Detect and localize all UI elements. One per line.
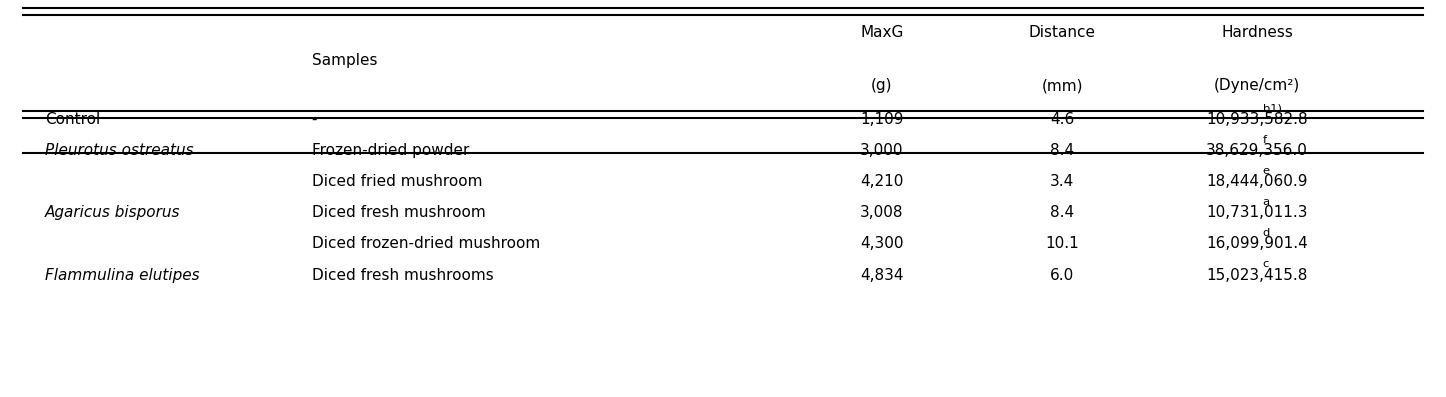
Text: Diced fresh mushroom: Diced fresh mushroom (312, 205, 486, 220)
Text: 1,109: 1,109 (860, 112, 904, 127)
Text: f: f (1262, 135, 1267, 145)
Text: Frozen-dried powder: Frozen-dried powder (312, 143, 469, 158)
Text: 4,834: 4,834 (860, 268, 904, 283)
Text: 16,099,901.4: 16,099,901.4 (1206, 236, 1307, 251)
Text: b1): b1) (1262, 104, 1281, 114)
Text: 10,731,011.3: 10,731,011.3 (1206, 205, 1307, 220)
Text: Hardness: Hardness (1220, 25, 1293, 40)
Text: (mm): (mm) (1041, 78, 1083, 93)
Text: 6.0: 6.0 (1050, 268, 1074, 283)
Text: 8.4: 8.4 (1050, 143, 1074, 158)
Text: a: a (1262, 197, 1270, 207)
Text: Diced fresh mushrooms: Diced fresh mushrooms (312, 268, 493, 283)
Text: Pleurotus ostreatus: Pleurotus ostreatus (45, 143, 194, 158)
Text: Flammulina elutipes: Flammulina elutipes (45, 268, 200, 283)
Text: (Dyne/cm²): (Dyne/cm²) (1213, 78, 1300, 93)
Text: MaxG: MaxG (860, 25, 904, 40)
Text: 38,629,356.0: 38,629,356.0 (1206, 143, 1309, 158)
Text: c: c (1262, 260, 1270, 270)
Text: 3.4: 3.4 (1050, 174, 1074, 189)
Text: (g): (g) (870, 78, 892, 93)
Text: Samples: Samples (312, 53, 377, 68)
Text: 3,000: 3,000 (860, 143, 904, 158)
Text: 4,210: 4,210 (860, 174, 904, 189)
Text: 10,933,582.8: 10,933,582.8 (1206, 112, 1307, 127)
Text: Diced fried mushroom: Diced fried mushroom (312, 174, 482, 189)
Text: d: d (1262, 228, 1270, 238)
Text: Agaricus bisporus: Agaricus bisporus (45, 205, 181, 220)
Text: 10.1: 10.1 (1045, 236, 1079, 251)
Text: 15,023,415.8: 15,023,415.8 (1206, 268, 1307, 283)
Text: 4,300: 4,300 (860, 236, 904, 251)
Text: 18,444,060.9: 18,444,060.9 (1206, 174, 1307, 189)
Text: 4.6: 4.6 (1050, 112, 1074, 127)
Text: Control: Control (45, 112, 100, 127)
Text: e: e (1262, 166, 1270, 176)
Text: Diced frozen-dried mushroom: Diced frozen-dried mushroom (312, 236, 539, 251)
Text: 3,008: 3,008 (860, 205, 904, 220)
Text: 8.4: 8.4 (1050, 205, 1074, 220)
Text: Distance: Distance (1028, 25, 1096, 40)
Text: -: - (312, 112, 317, 127)
